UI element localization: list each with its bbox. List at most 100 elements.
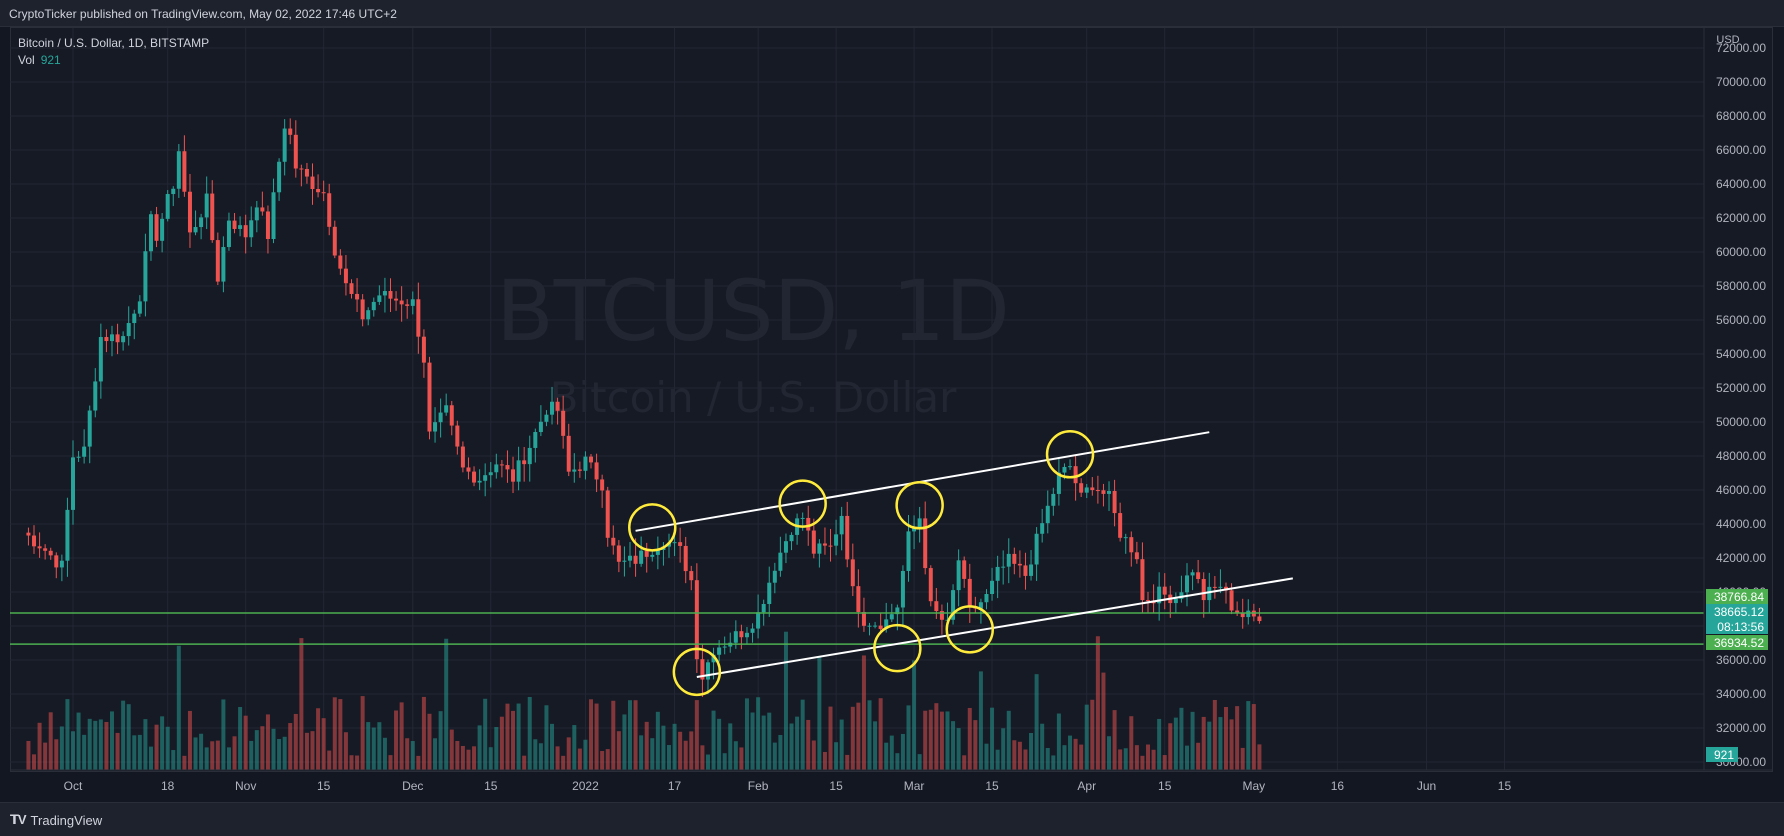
volume-bar [505, 703, 510, 770]
volume-bar [1179, 707, 1184, 770]
volume-bar [516, 703, 521, 770]
candle-body [483, 475, 488, 481]
candle-body [472, 471, 477, 483]
volume-bar [499, 716, 504, 770]
candle-body [399, 300, 404, 305]
candle-body [806, 517, 811, 531]
volume-bar [917, 754, 922, 770]
symbol-legend: Bitcoin / U.S. Dollar, 1D, BITSTAMP Vol 9… [18, 35, 209, 69]
candle-body [1023, 565, 1028, 576]
candle-body [1240, 613, 1245, 618]
volume-bar [1062, 745, 1067, 770]
candle-body [93, 381, 98, 411]
volume-bar [1129, 716, 1134, 770]
volume-bar [1229, 719, 1234, 770]
candle-body [1001, 566, 1006, 568]
volume-bar [778, 734, 783, 770]
chart-canvas[interactable]: BTCUSD, 1D Bitcoin / U.S. Dollar 30000.0… [0, 0, 1784, 802]
volume-bar [867, 700, 872, 770]
price-tick-label: 64000.00 [1716, 177, 1766, 191]
volume-bar [1251, 704, 1256, 770]
candle-body [1090, 487, 1095, 491]
volume-bar [187, 710, 192, 770]
volume-bar [433, 738, 438, 770]
candle-body [444, 405, 449, 413]
volume-bar [104, 721, 109, 770]
volume-bar [382, 737, 387, 770]
volume-value: 921 [40, 53, 61, 67]
price-tick-label: 46000.00 [1716, 483, 1766, 497]
volume-bar [1157, 718, 1162, 770]
candle-body [644, 550, 649, 557]
volume-bar [1095, 636, 1100, 770]
volume-bar [176, 645, 181, 770]
volume-bar [672, 723, 677, 770]
candle-body [143, 251, 148, 302]
volume-bar [839, 719, 844, 770]
price-marker-label: 36934.52 [1714, 636, 1764, 650]
volume-bar [293, 713, 298, 770]
price-marker [1706, 589, 1768, 604]
candle-body [1084, 487, 1089, 493]
volume-bar [1112, 710, 1117, 770]
volume-bar [388, 755, 393, 770]
candle-body [204, 193, 209, 218]
volume-bars [26, 631, 1262, 770]
volume-bar [1151, 749, 1156, 770]
volume-bar [789, 723, 794, 770]
candle-body [210, 193, 215, 241]
time-tick-label: 15 [317, 779, 331, 793]
volume-bar [371, 727, 376, 770]
candle-body [527, 447, 532, 465]
time-tick-label: 2022 [572, 779, 599, 793]
volume-bar [299, 638, 304, 770]
volume-bar [360, 696, 365, 770]
volume-bar [873, 721, 878, 770]
candle-body [750, 628, 755, 633]
chart-frame[interactable] [10, 27, 1773, 772]
volume-bar [154, 724, 159, 770]
candle-body [705, 662, 710, 680]
price-tick-label: 68000.00 [1716, 109, 1766, 123]
candle-body [98, 337, 103, 382]
candle-body [711, 654, 716, 663]
candle-body [249, 220, 254, 238]
candle-body [260, 207, 265, 212]
volume-bar [449, 729, 454, 770]
candle-body [566, 435, 571, 472]
volume-bar [1012, 740, 1017, 770]
volume-bar [1056, 713, 1061, 770]
candle-body [873, 625, 878, 627]
candle-body [421, 336, 426, 363]
volume-bar [611, 700, 616, 770]
volume-bar [884, 742, 889, 770]
candle-body [1201, 578, 1206, 601]
volume-bar [744, 698, 749, 770]
candle-body [338, 255, 343, 269]
volume-bar [511, 710, 516, 770]
candle-body [1179, 592, 1184, 599]
pivot-circle [672, 647, 722, 697]
candle-body [700, 659, 705, 680]
candle-body [834, 534, 839, 546]
volume-bar [644, 721, 649, 770]
price-marker-label: 08:13:56 [1717, 620, 1764, 634]
volume-bar [666, 745, 671, 770]
candle-body [655, 549, 660, 555]
volume-bar [148, 746, 153, 770]
candle-body [87, 410, 92, 447]
volume-bar [43, 742, 48, 770]
tradingview-logo[interactable]: 𝗧V TradingView [10, 812, 102, 828]
volume-bar [577, 748, 582, 770]
volume-bar [494, 727, 499, 770]
volume-bar [26, 740, 31, 770]
candle-body [861, 611, 866, 626]
volume-bar [928, 709, 933, 770]
candle-body [600, 479, 605, 491]
volume-bar [583, 739, 588, 770]
price-marker [1706, 635, 1768, 650]
published-caption: CryptoTicker published on TradingView.co… [9, 7, 397, 21]
candle-body [839, 515, 844, 535]
volume-bar [700, 745, 705, 770]
volume-bar [1235, 706, 1240, 770]
